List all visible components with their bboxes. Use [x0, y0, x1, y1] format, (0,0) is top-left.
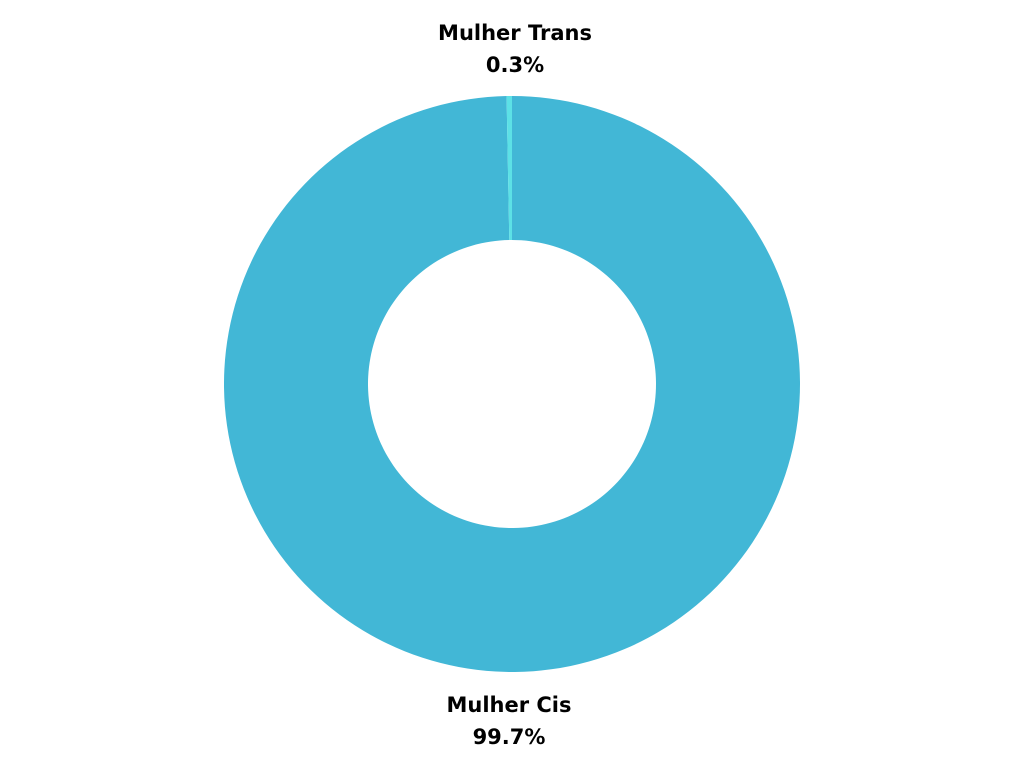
slice-label-mulher-cis: Mulher Cis: [446, 693, 571, 717]
slice-label-mulher-trans: Mulher Trans: [438, 21, 592, 45]
slice-mulher-trans: [506, 96, 512, 241]
slice-value-mulher-trans: 0.3%: [486, 53, 544, 77]
slice-value-mulher-cis: 99.7%: [473, 725, 546, 749]
slices-group: [224, 96, 801, 672]
slice-mulher-cis: [224, 96, 801, 672]
